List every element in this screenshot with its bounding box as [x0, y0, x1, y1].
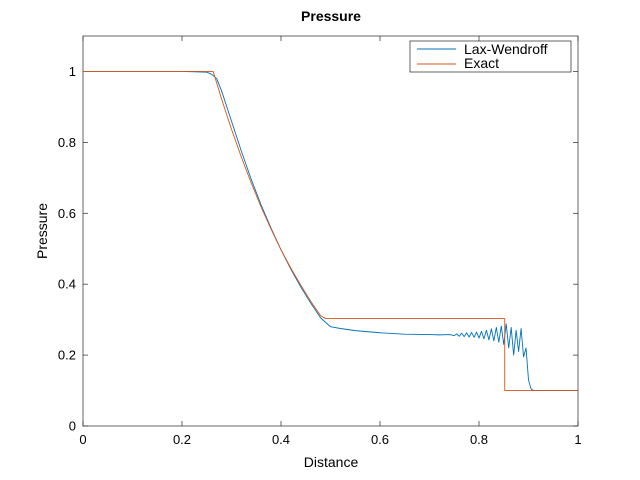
x-tick-label: 0	[79, 432, 86, 447]
y-tick-label: 0.8	[58, 135, 76, 150]
x-tick-label: 0.2	[173, 432, 191, 447]
y-tick-label: 0	[69, 419, 76, 434]
x-tick-label: 0.8	[470, 432, 488, 447]
series-line-exact	[83, 70, 578, 391]
y-tick-label: 1	[69, 64, 76, 79]
legend-box	[409, 40, 572, 73]
x-axis-label: Distance	[304, 454, 359, 470]
legend-entry-exact: Exact	[464, 55, 499, 71]
legend: Lax-Wendroff Exact	[409, 40, 572, 73]
chart-title: Pressure	[301, 8, 361, 24]
axis-ticks: 0 0.2 0.4 0.6 0.8 1 0 0.2 0.4 0.6 0.8 1	[58, 36, 582, 447]
y-axis-label: Pressure	[34, 203, 50, 259]
x-tick-label: 1	[574, 432, 581, 447]
plot-area	[82, 35, 579, 427]
y-tick-label: 0.6	[58, 206, 76, 221]
series-line-lax-wendroff	[83, 70, 578, 391]
series-layer	[83, 70, 578, 391]
y-tick-label: 0.2	[58, 348, 76, 363]
x-tick-label: 0.6	[371, 432, 389, 447]
legend-entry-lax-wendroff: Lax-Wendroff	[464, 41, 548, 57]
x-tick-label: 0.4	[272, 432, 290, 447]
y-tick-label: 0.4	[58, 277, 76, 292]
